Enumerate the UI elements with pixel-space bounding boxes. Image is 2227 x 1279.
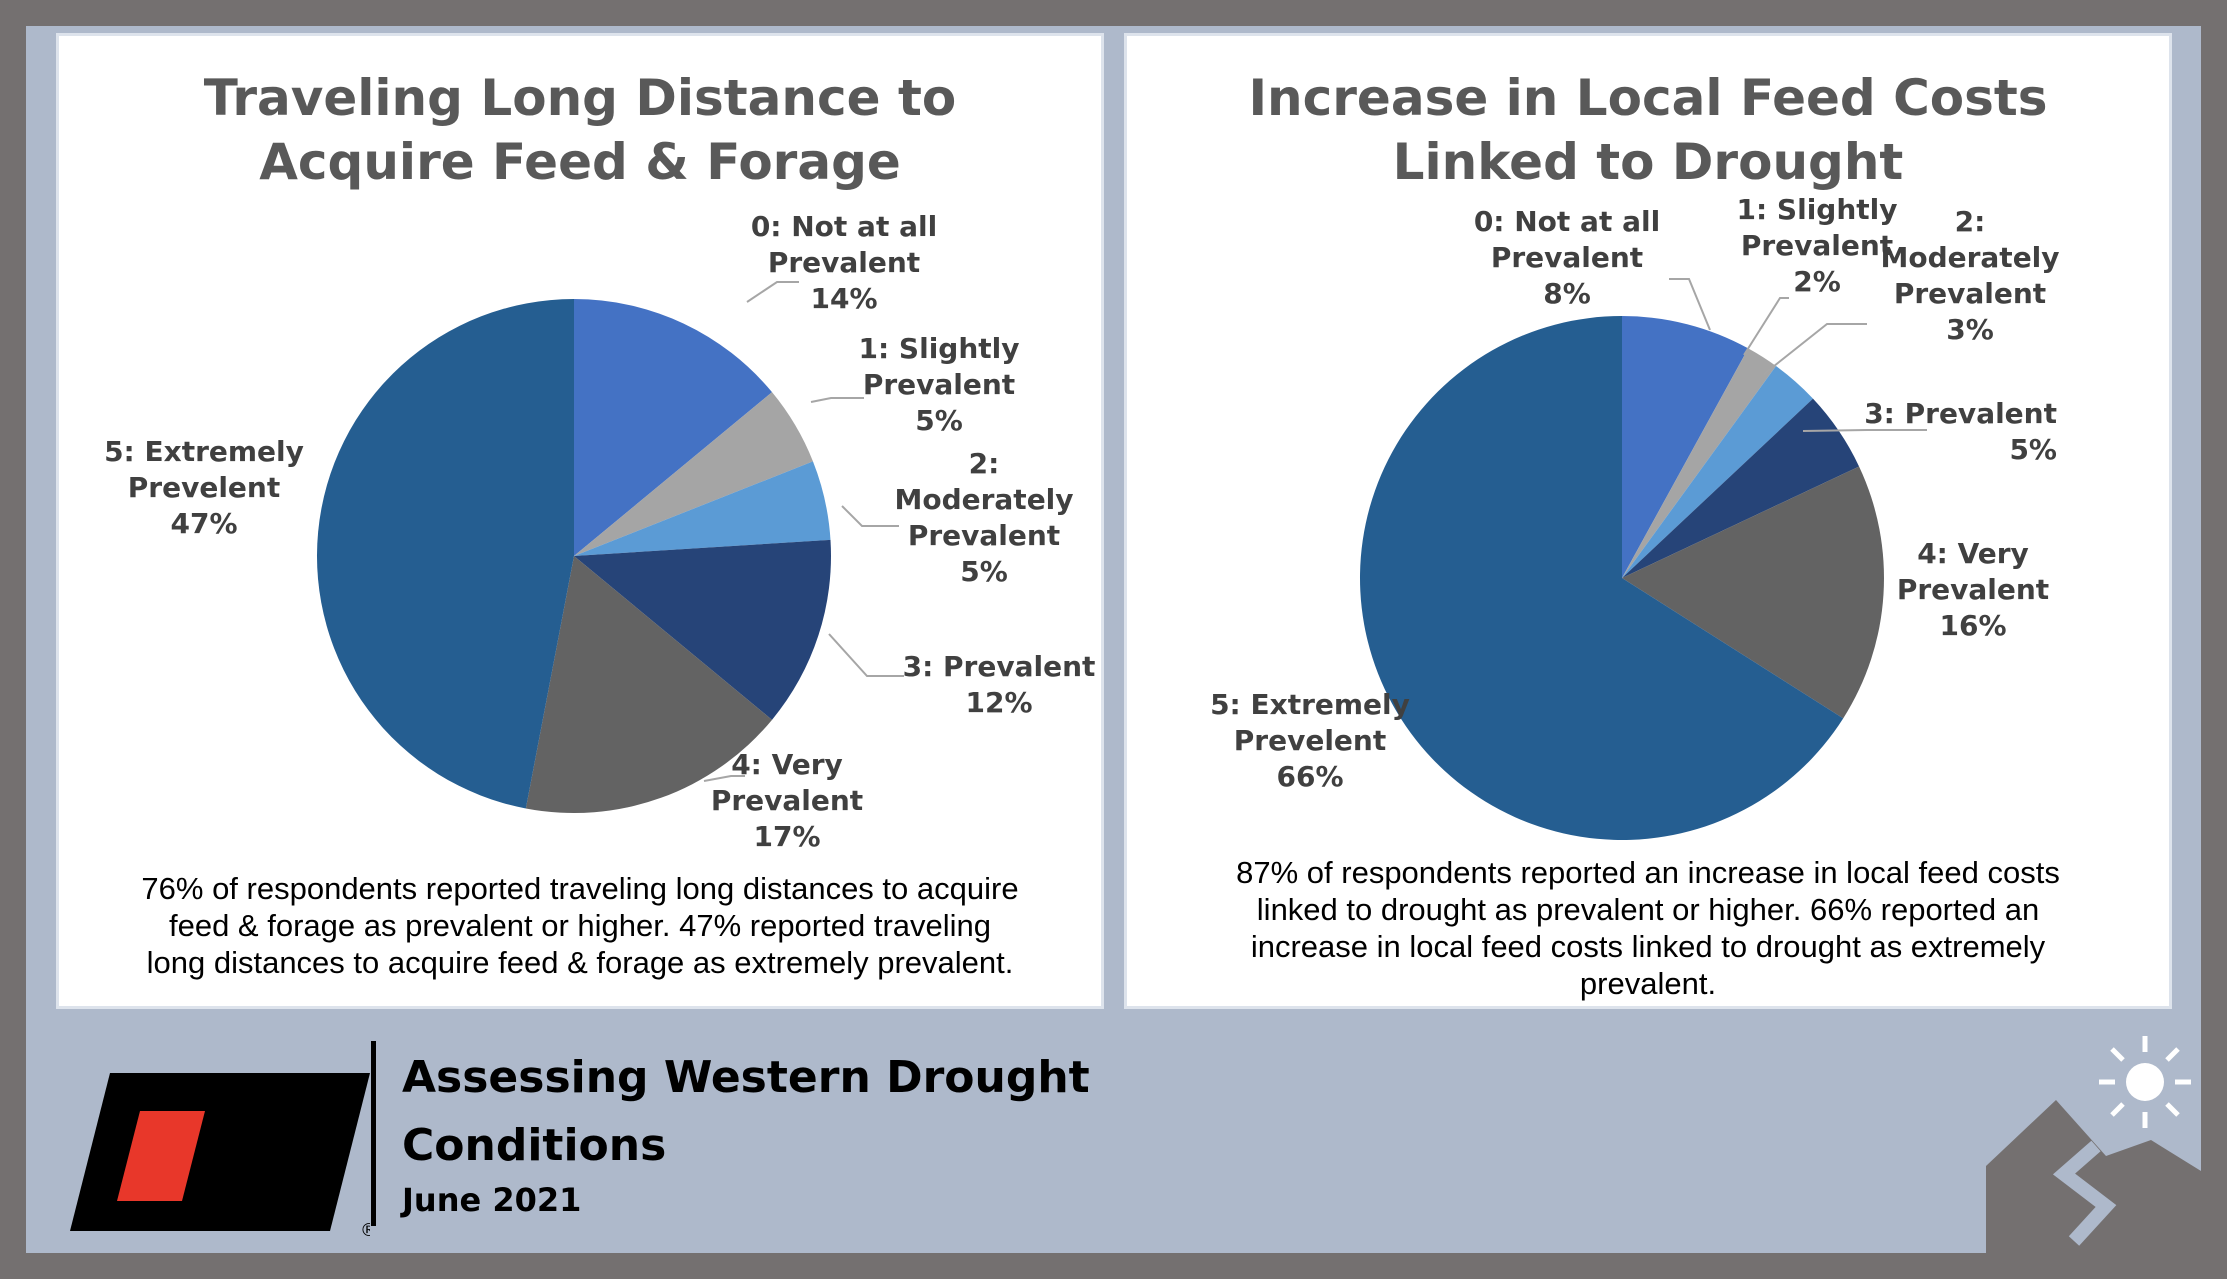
pie-slice xyxy=(574,461,831,556)
chart-caption: 76% of respondents reported traveling lo… xyxy=(99,870,1061,981)
data-label: 5: Extremely Prevelent 47% xyxy=(104,435,304,540)
registered-mark: ® xyxy=(360,1220,370,1241)
data-label: 0: Not at all Prevalent 8% xyxy=(1474,205,1660,310)
mountain-shape xyxy=(1986,1100,2201,1253)
leader-line xyxy=(746,281,799,303)
slide-frame: Traveling Long Distance to Acquire Feed … xyxy=(26,26,2201,1253)
pie-slice xyxy=(1622,316,1749,578)
pie-slice xyxy=(1622,398,1860,578)
chart-panel-travel: Traveling Long Distance to Acquire Feed … xyxy=(56,33,1104,1009)
leader-line xyxy=(810,397,864,403)
caption-line: increase in local feed costs linked to d… xyxy=(1250,929,2046,964)
chart-caption: 87% of respondents reported an increase … xyxy=(1167,854,2129,1002)
pie-slice xyxy=(1359,316,1844,841)
footer-date: June 2021 xyxy=(402,1181,582,1219)
leader-line xyxy=(828,633,904,677)
chart-title-line: Linked to Drought xyxy=(1392,133,1904,191)
caption-line: 87% of respondents reported an increase … xyxy=(1236,855,2060,890)
data-label: 3: Prevalent 5% xyxy=(1864,397,2057,466)
pie-slice xyxy=(316,299,574,809)
pie-slice xyxy=(574,539,831,720)
footer-title: Assessing Western Drought Conditions xyxy=(402,1044,1090,1180)
data-label: 1: Slightly Prevalent 5% xyxy=(859,332,1020,437)
caption-line: long distances to acquire feed & forage … xyxy=(146,945,1014,980)
chart-title: Traveling Long Distance to Acquire Feed … xyxy=(59,66,1101,194)
leader-line xyxy=(1669,278,1711,331)
logo-red-shape xyxy=(117,1111,205,1201)
caption-line: linked to drought as prevalent or higher… xyxy=(1256,892,2040,927)
data-label: 4: Very Prevalent 16% xyxy=(1897,537,2049,642)
chart-title-line: Acquire Feed & Forage xyxy=(259,133,901,191)
data-label: 2: Moderately Prevalent 5% xyxy=(894,447,1073,588)
footer-title-line: Conditions xyxy=(402,1120,667,1171)
pie-slice xyxy=(574,299,773,556)
chart-title-line: Increase in Local Feed Costs xyxy=(1248,69,2048,127)
chart-title-line: Traveling Long Distance to xyxy=(203,69,957,127)
pie-chart-feed-costs: 0: Not at all Prevalent 8% 1: Slightly Preva… xyxy=(1210,193,2060,841)
data-label: 5: Extremely Prevelent 66% xyxy=(1210,688,1410,793)
pie-slice xyxy=(1622,466,1884,719)
data-label: 0: Not at all Prevalent 14% xyxy=(751,210,937,315)
footer-divider xyxy=(371,1041,376,1226)
footer-title-line: Assessing Western Drought xyxy=(402,1052,1090,1103)
caption-line: feed & forage as prevalent or higher. 47… xyxy=(168,908,991,943)
leader-line xyxy=(1802,429,1927,432)
river-shape xyxy=(2052,1140,2117,1246)
data-label: 2: Moderately Prevalent 3% xyxy=(1880,205,2059,346)
data-label: 1: Slightly Prevalent 2% xyxy=(1737,193,1898,298)
pie-slice xyxy=(1622,366,1813,578)
farm-bureau-logo: ® xyxy=(70,1073,370,1241)
pie-slice xyxy=(525,556,773,814)
data-label: 3: Prevalent 12% xyxy=(903,650,1096,719)
caption-line: 76% of respondents reported traveling lo… xyxy=(141,871,1019,906)
leader-line xyxy=(1743,297,1789,356)
pie-chart-travel: 0: Not at all Prevalent 14% 1: Slightly Prev… xyxy=(104,210,1096,853)
leader-line xyxy=(841,505,899,527)
data-label: 4: Very Prevalent 17% xyxy=(711,748,863,853)
chart-title: Increase in Local Feed Costs Linked to D… xyxy=(1127,66,2169,194)
leader-line xyxy=(703,775,745,782)
mountain-sun-icon xyxy=(1986,1036,2201,1253)
chart-panel-feed-costs: Increase in Local Feed Costs Linked to D… xyxy=(1124,33,2172,1009)
pie-slice xyxy=(1622,348,1776,578)
caption-line: prevalent. xyxy=(1579,966,1717,1001)
sun-icon xyxy=(2099,1036,2191,1128)
logo-black-shape xyxy=(70,1073,370,1231)
pie-slice xyxy=(574,392,813,556)
leader-line xyxy=(1763,323,1867,375)
